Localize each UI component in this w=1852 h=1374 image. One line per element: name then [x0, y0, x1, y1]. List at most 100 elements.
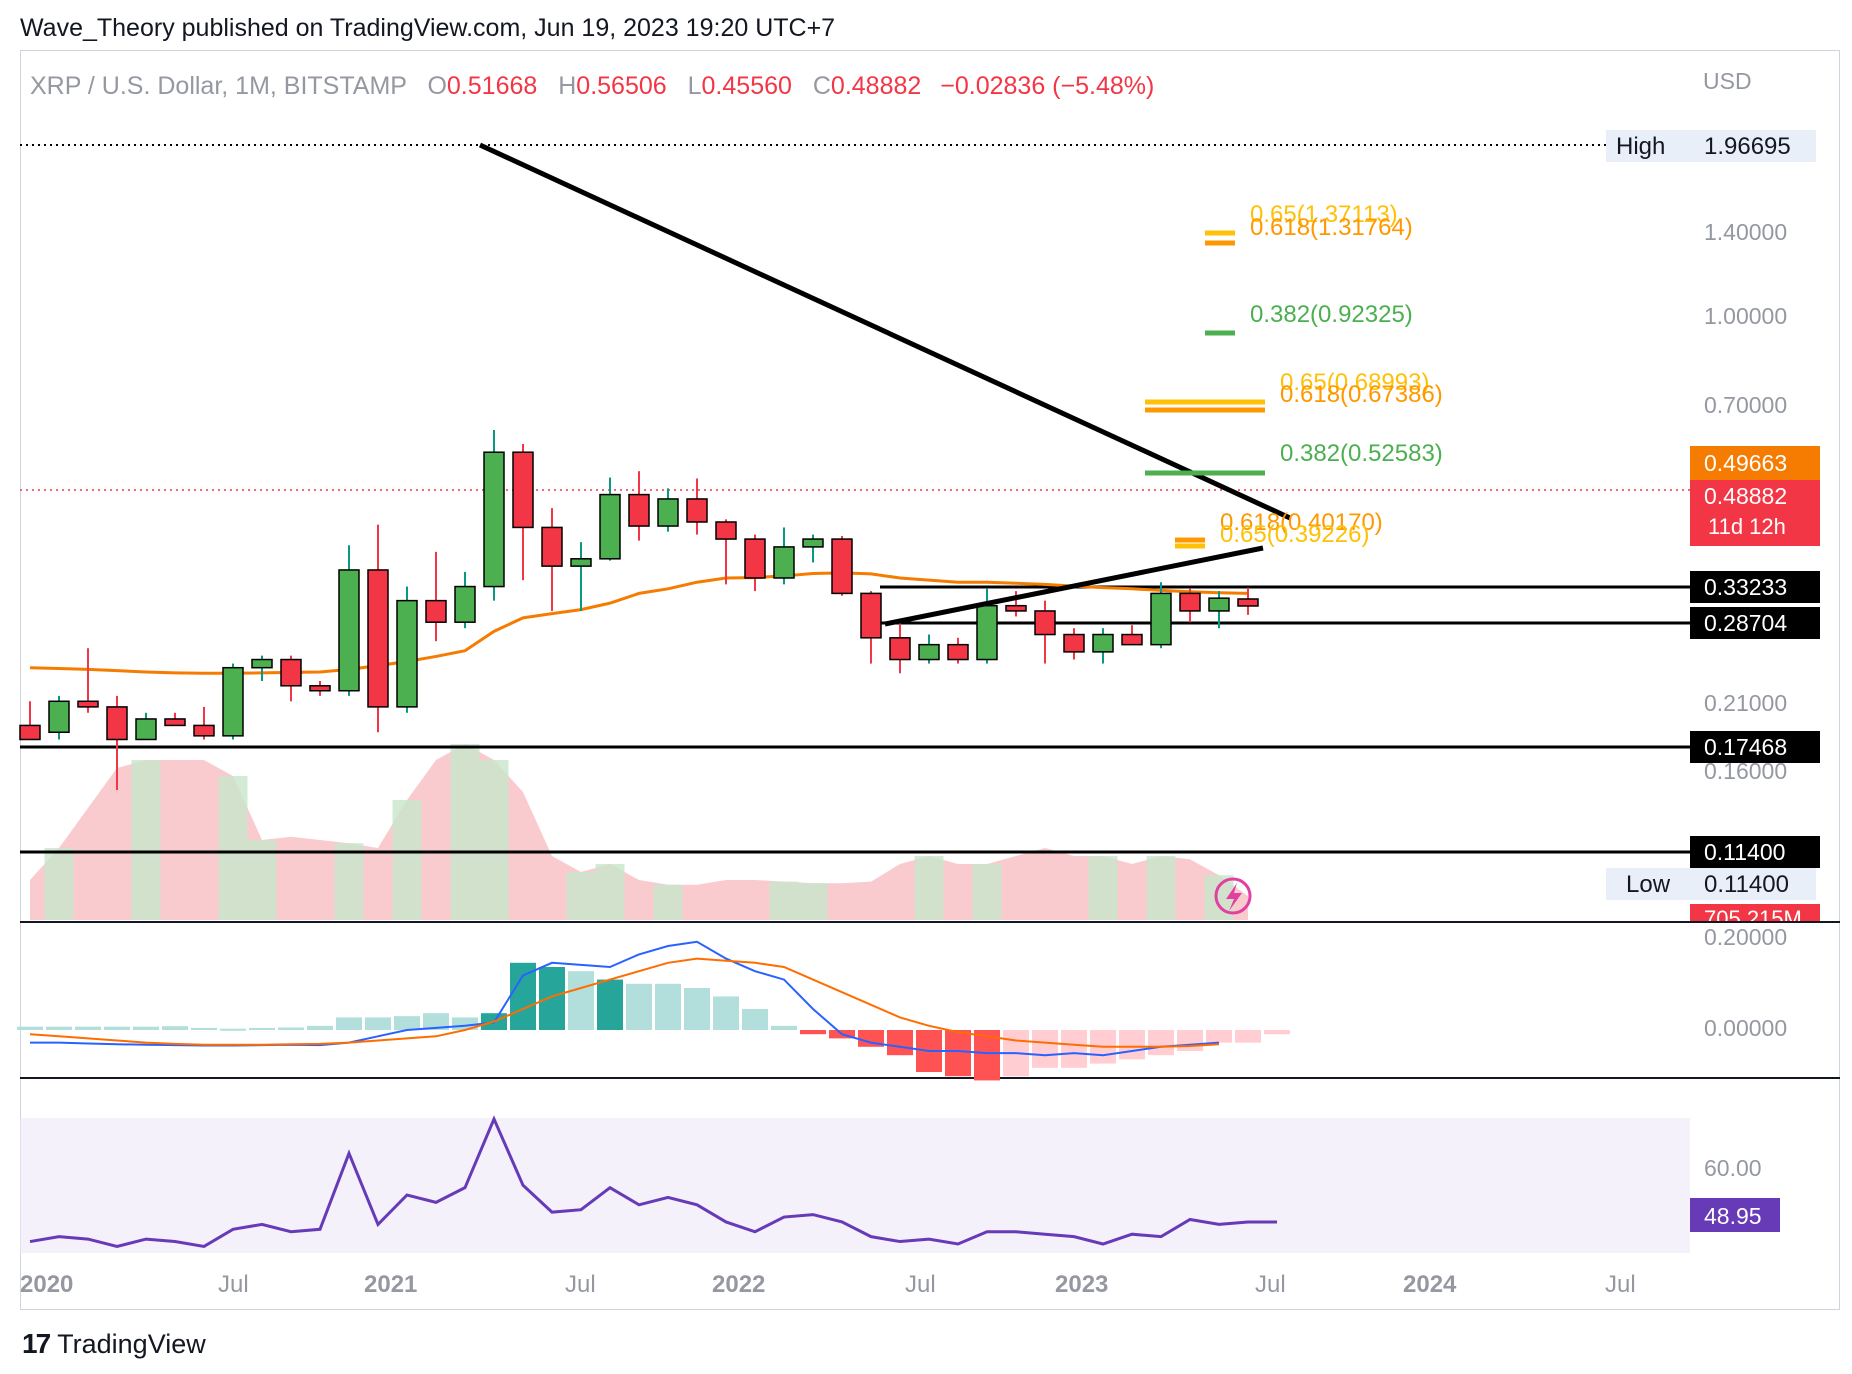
candle-body[interactable] — [454, 585, 476, 623]
candle-body[interactable] — [280, 658, 302, 687]
candle-body[interactable] — [367, 569, 389, 708]
high-tag-value: 1.96695 — [1704, 133, 1791, 160]
candle-body[interactable] — [657, 498, 679, 527]
candle-body[interactable] — [628, 493, 650, 527]
candle-body[interactable] — [1121, 633, 1143, 646]
candle-body[interactable] — [1150, 592, 1172, 646]
candle-body[interactable] — [164, 718, 186, 727]
candle-body[interactable] — [570, 558, 592, 567]
candle-body[interactable] — [425, 599, 447, 623]
macd-histogram-bar — [771, 1025, 797, 1030]
macd-histogram-bar — [1061, 1030, 1087, 1068]
macd-histogram-bar — [539, 967, 565, 1030]
volume-bar — [653, 884, 683, 920]
macd-histogram-bar — [133, 1026, 159, 1030]
volume-bar — [769, 881, 799, 920]
macd-histogram-bar — [1206, 1030, 1232, 1043]
change-value: −0.02836 (−5.48%) — [940, 72, 1155, 100]
high-key: H — [558, 72, 577, 100]
candle-body[interactable] — [715, 521, 737, 540]
high-tag-bg — [1606, 130, 1816, 162]
candle-body[interactable] — [889, 637, 911, 661]
fib-level-label: 0.382(0.52583) — [1280, 440, 1443, 467]
candle-body[interactable] — [686, 498, 708, 523]
price-axis-label: 1.00000 — [1704, 303, 1787, 329]
close-key: C — [812, 72, 831, 100]
candle-body[interactable] — [106, 706, 128, 741]
candle-body[interactable] — [1005, 604, 1027, 612]
candle-body[interactable] — [831, 538, 853, 595]
tradingview-logo[interactable]: 17 TradingView — [22, 1328, 206, 1360]
tradingview-logo-icon: 17 — [22, 1328, 51, 1359]
candle-body[interactable] — [19, 724, 41, 741]
time-axis-label: Jul — [565, 1271, 596, 1298]
candle-body[interactable] — [483, 451, 505, 588]
candle-body[interactable] — [1208, 597, 1230, 612]
volume-tag-value: 705.215M — [1704, 906, 1802, 931]
candle-body[interactable] — [860, 592, 882, 639]
rsi-tag-bg — [1690, 1198, 1780, 1232]
candle-body[interactable] — [1034, 610, 1056, 636]
macd-histogram-bar — [46, 1026, 72, 1030]
support-tag-value: 0.33233 — [1704, 574, 1787, 600]
volume-bar — [1088, 856, 1118, 920]
candle-body[interactable] — [309, 685, 331, 692]
volume-bar — [914, 856, 944, 920]
chart-frame — [20, 50, 1840, 1310]
macd-histogram-bar — [278, 1027, 304, 1030]
macd-histogram-bar — [626, 983, 652, 1030]
fib-level-label: 0.618(0.40170) — [1220, 509, 1383, 536]
candle-body[interactable] — [599, 493, 621, 560]
candle-body[interactable] — [976, 604, 998, 661]
support-tag-value: 0.11400 — [1704, 839, 1785, 865]
currency-label: USD — [1703, 68, 1752, 94]
candle-body[interactable] — [802, 538, 824, 548]
countdown-value: 11d 12h — [1708, 514, 1786, 539]
volume-bar — [798, 883, 828, 920]
candle-body[interactable] — [773, 546, 795, 579]
time-axis-label: 2022 — [712, 1271, 765, 1298]
ma-tag-bg — [1690, 446, 1820, 480]
fib-level-label: 0.618(1.31764) — [1250, 214, 1413, 241]
candle-body[interactable] — [918, 643, 940, 661]
candle-body[interactable] — [1237, 598, 1259, 607]
last-price-value: 0.48882 — [1704, 483, 1787, 509]
macd-histogram-bar — [162, 1026, 188, 1030]
candle-body[interactable] — [135, 718, 157, 741]
candle-body[interactable] — [512, 451, 534, 529]
time-axis-label: 2023 — [1055, 1271, 1108, 1298]
candle-body[interactable] — [396, 599, 418, 708]
macd-histogram-bar — [800, 1030, 826, 1035]
fib-level-label: 0.65(0.39226) — [1220, 521, 1369, 548]
candle-body[interactable] — [338, 569, 360, 692]
candle-body[interactable] — [193, 724, 215, 737]
volume-bar — [972, 864, 1002, 920]
candle-body[interactable] — [48, 700, 70, 734]
open-value: 0.51668 — [446, 72, 538, 100]
rsi-line — [29, 1115, 1277, 1249]
rsi-tag-value: 48.95 — [1704, 1203, 1762, 1229]
volume-bar — [479, 760, 509, 920]
price-axis-label: 0.21000 — [1704, 690, 1787, 716]
candle-body[interactable] — [1179, 592, 1201, 612]
candle-body[interactable] — [77, 700, 99, 708]
macd-histogram-bar — [887, 1030, 913, 1056]
support-tag-bg — [1690, 731, 1820, 763]
candle-body[interactable] — [1092, 633, 1114, 653]
candle-body[interactable] — [222, 666, 244, 737]
candle-body[interactable] — [947, 643, 969, 661]
volume-bar — [1146, 856, 1176, 920]
close-value: 0.48882 — [830, 72, 922, 100]
candle-body[interactable] — [251, 658, 273, 669]
candle-body[interactable] — [744, 538, 766, 579]
macd-histogram-bar — [742, 1009, 768, 1030]
macd-histogram-bar — [684, 988, 710, 1030]
macd-histogram-bar — [1177, 1030, 1203, 1051]
flash-icon[interactable] — [1214, 877, 1252, 915]
macd-histogram-bar — [1148, 1030, 1174, 1056]
low-key: L — [687, 72, 702, 100]
logo-text: TradingView — [57, 1328, 206, 1359]
candle-body[interactable] — [1063, 633, 1085, 653]
candle-body[interactable] — [541, 526, 563, 567]
